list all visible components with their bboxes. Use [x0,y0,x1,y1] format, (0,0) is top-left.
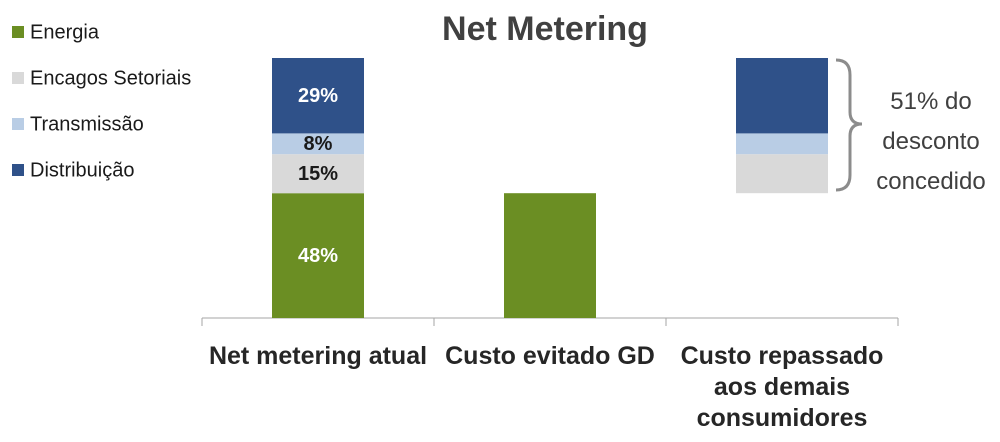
x-tick-label: Custo evitado GD [445,342,655,370]
data-label: 48% [298,245,338,267]
bar-segment [272,193,364,318]
bar-segment [272,154,364,194]
bar-segment [736,58,828,134]
chart-title: Net Metering [442,10,648,48]
bar-segment [504,193,596,318]
legend-label: Energia [30,21,100,43]
legend-label: Transmissão [30,113,144,135]
legend-label: Distribuição [30,159,134,181]
bar-segment [272,58,364,134]
legend-marker [12,26,24,38]
bar-segment [272,133,364,155]
bar-segment [736,154,828,194]
annotation-line: desconto [882,128,980,155]
annotation-line: 51% do [890,88,972,115]
data-label: 15% [298,163,338,185]
annotation-line: concedido [876,168,986,195]
brace [835,58,863,192]
bar-segment [736,133,828,155]
legend-marker [12,72,24,84]
legend-label: Encagos Setoriais [30,67,191,89]
data-label: 8% [304,133,333,155]
legend-marker [12,164,24,176]
data-label: 29% [298,85,338,107]
x-tick-label: Custo repassado aos demais consumidores [680,342,884,432]
annotation: 51% do desconto concedido [866,82,996,202]
x-tick-label: Net metering atual [208,342,428,370]
legend-marker [12,118,24,130]
